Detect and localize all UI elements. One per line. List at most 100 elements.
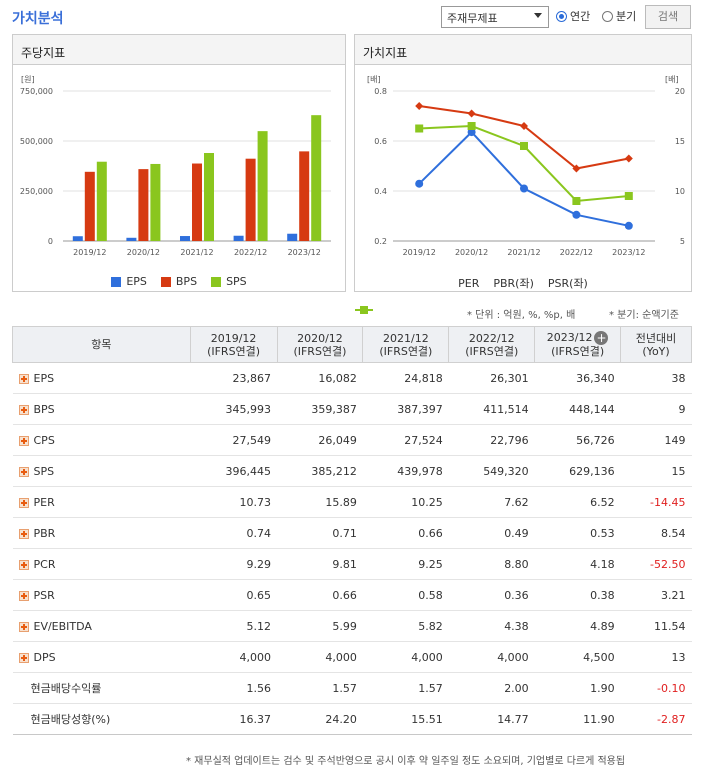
bar-sps[interactable] — [150, 163, 161, 241]
row-label: PSR — [33, 588, 55, 602]
point-pbr[interactable] — [572, 164, 581, 173]
bar-sps[interactable] — [204, 153, 214, 241]
bar-eps[interactable] — [72, 236, 83, 241]
value-cell: 0.53 — [534, 517, 621, 549]
bar-bps[interactable] — [138, 169, 149, 241]
right-y-tick-label: 10 — [675, 187, 685, 196]
bar-eps[interactable] — [180, 236, 190, 241]
value-cell: 4.18 — [534, 548, 621, 580]
bar-sps[interactable] — [257, 131, 268, 241]
period-label: 2022/12 — [468, 331, 515, 345]
value-cell: 26,049 — [277, 424, 363, 456]
point-per[interactable] — [572, 210, 581, 219]
legend-item-sps[interactable]: SPS — [211, 275, 247, 288]
point-per[interactable] — [520, 184, 528, 193]
point-per[interactable] — [415, 179, 424, 188]
expand-plus-icon[interactable] — [18, 559, 29, 570]
period-column-header: 2022/12 (IFRS연결) — [448, 326, 536, 363]
bar-bps[interactable] — [299, 151, 310, 241]
table-row: 현금배당성향(%) 16.37 24.20 15.51 14.77 11.90 -2.87 — [12, 703, 692, 735]
row-label-cell[interactable]: BPS — [12, 393, 191, 425]
point-pbr[interactable] — [467, 109, 476, 118]
x-tick-label: 2019/12 — [73, 248, 106, 257]
yoy-cell: -14.45 — [620, 486, 692, 518]
row-label-cell[interactable]: PSR — [12, 579, 191, 611]
bar-sps[interactable] — [96, 161, 107, 241]
point-psr[interactable] — [520, 142, 528, 150]
expand-plus-icon[interactable] — [18, 373, 29, 384]
bar-bps[interactable] — [245, 158, 256, 241]
value-cell: 24,818 — [362, 362, 449, 394]
period-column-header: 2021/12 (IFRS연결) — [362, 326, 450, 363]
row-label-cell[interactable]: PER — [12, 486, 191, 518]
x-tick-label: 2021/12 — [507, 248, 540, 257]
value-cell: 24.20 — [277, 703, 363, 735]
radio-quarter[interactable]: 분기 — [602, 8, 636, 24]
value-cell: 345,993 — [190, 393, 278, 425]
per-share-bar-chart: [원] 750,000 500,000 250,000 0 2019/12 2020/12 2… — [20, 75, 331, 257]
value-cell: 0.66 — [362, 517, 449, 549]
point-psr[interactable] — [467, 122, 476, 130]
legend-item-pbr[interactable]: PBR(좌) — [355, 275, 534, 314]
value-cell: 26,301 — [448, 362, 535, 394]
radio-selected-icon — [556, 10, 567, 22]
expand-plus-icon[interactable] — [18, 621, 29, 632]
expand-plus-icon[interactable] — [18, 497, 29, 508]
value-cell: 15.89 — [277, 486, 363, 518]
value-cell: 4.38 — [448, 610, 535, 642]
add-period-icon[interactable]: + — [594, 331, 609, 345]
legend-item-psr[interactable]: PSR(좌) — [355, 275, 588, 314]
table-row: EPS 23,867 16,082 24,818 26,301 36,340 38 — [12, 362, 692, 394]
value-cell: 5.82 — [362, 610, 449, 642]
row-label-cell[interactable]: PBR — [12, 517, 191, 549]
bar-eps[interactable] — [126, 237, 137, 241]
value-cell: 1.56 — [190, 672, 278, 704]
expand-plus-icon[interactable] — [18, 466, 29, 477]
expand-plus-icon[interactable] — [18, 652, 29, 663]
legend-label-bps: BPS — [175, 275, 198, 288]
row-label-cell[interactable]: PCR — [12, 548, 191, 580]
radio-annual[interactable]: 연간 — [556, 8, 590, 24]
bar-eps[interactable] — [233, 235, 244, 241]
row-label-cell[interactable]: CPS — [12, 424, 191, 456]
search-button[interactable]: 검색 — [645, 5, 691, 29]
expand-plus-icon[interactable] — [18, 528, 29, 539]
row-label-cell[interactable]: EPS — [12, 362, 191, 394]
bar-bps[interactable] — [192, 163, 202, 241]
table-row: BPS 345,993 359,387 387,397 411,514 448,144 9 — [12, 393, 692, 425]
yoy-cell: -52.50 — [620, 548, 692, 580]
value-cell: 0.65 — [190, 579, 278, 611]
table-row: EV/EBITDA 5.12 5.99 5.82 4.38 4.89 11.54 — [12, 610, 692, 642]
point-per[interactable] — [624, 221, 633, 230]
value-cell: 27,549 — [190, 424, 278, 456]
expand-plus-icon[interactable] — [18, 435, 29, 446]
statement-type-select[interactable]: 주재무제표 — [441, 6, 549, 28]
legend-item-bps[interactable]: BPS — [160, 275, 198, 288]
point-psr[interactable] — [624, 192, 633, 200]
row-label-cell[interactable]: DPS — [12, 641, 191, 673]
value-cell: 396,445 — [190, 455, 278, 487]
point-pbr[interactable] — [624, 154, 633, 163]
row-label-cell[interactable]: EV/EBITDA — [12, 610, 191, 642]
right-y-tick-label: 20 — [675, 87, 685, 96]
row-label-cell[interactable]: SPS — [12, 455, 191, 487]
expand-plus-icon[interactable] — [18, 404, 29, 415]
value-cell: 1.57 — [277, 672, 363, 704]
bar-sps[interactable] — [311, 115, 322, 241]
point-pbr[interactable] — [415, 102, 424, 110]
point-per[interactable] — [467, 128, 476, 137]
legend-item-per[interactable]: PER — [355, 275, 479, 314]
top-bar: 가치분석 주재무제표 연간 분기 검색 — [0, 0, 701, 34]
bar-bps[interactable] — [84, 171, 95, 241]
point-psr[interactable] — [415, 124, 424, 133]
radio-annual-label: 연간 — [570, 10, 591, 23]
table-header-row: 항목 2019/12 (IFRS연결) 2020/12 (IFRS연결) 2021/… — [12, 326, 692, 363]
point-psr[interactable] — [572, 197, 581, 205]
expand-plus-icon[interactable] — [18, 590, 29, 601]
legend-item-eps[interactable]: EPS — [111, 275, 147, 288]
x-tick-label: 2022/12 — [560, 248, 593, 257]
period-column-header: 2019/12 (IFRS연결) — [189, 326, 278, 363]
legend-label-psr: PSR(좌) — [547, 277, 588, 290]
bar-eps[interactable] — [287, 233, 298, 241]
point-pbr[interactable] — [520, 122, 528, 130]
